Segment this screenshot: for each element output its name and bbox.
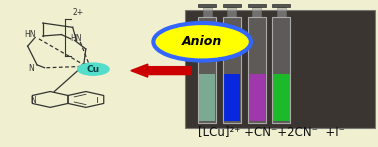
Bar — [199, 74, 215, 121]
Bar — [272, 17, 290, 123]
Text: N: N — [83, 62, 89, 71]
Bar — [223, 4, 241, 7]
Bar — [223, 17, 241, 123]
Circle shape — [77, 63, 109, 75]
Bar — [248, 17, 266, 123]
Bar — [252, 7, 261, 17]
Bar — [272, 17, 290, 123]
Text: N: N — [30, 96, 36, 105]
Text: [LCu]²⁺ +CN⁻+2CN⁻  +I⁻: [LCu]²⁺ +CN⁻+2CN⁻ +I⁻ — [198, 125, 345, 138]
Bar — [223, 74, 240, 121]
Bar — [248, 74, 265, 121]
Text: 2+: 2+ — [73, 8, 84, 17]
Bar — [277, 7, 286, 17]
Circle shape — [153, 23, 251, 61]
Text: N: N — [28, 64, 34, 73]
Bar — [248, 17, 266, 123]
Bar — [203, 7, 212, 17]
Text: Cu: Cu — [87, 65, 100, 74]
Bar — [227, 7, 236, 17]
Bar — [198, 17, 216, 123]
Text: Anion: Anion — [182, 35, 222, 48]
Text: HN: HN — [24, 30, 35, 39]
Bar — [272, 4, 290, 7]
Text: HN: HN — [71, 34, 82, 43]
Bar — [198, 4, 216, 7]
Bar — [248, 4, 266, 7]
Bar — [223, 17, 241, 123]
FancyArrow shape — [131, 64, 191, 77]
Bar — [273, 74, 290, 121]
Bar — [185, 10, 375, 128]
Bar — [198, 17, 216, 123]
